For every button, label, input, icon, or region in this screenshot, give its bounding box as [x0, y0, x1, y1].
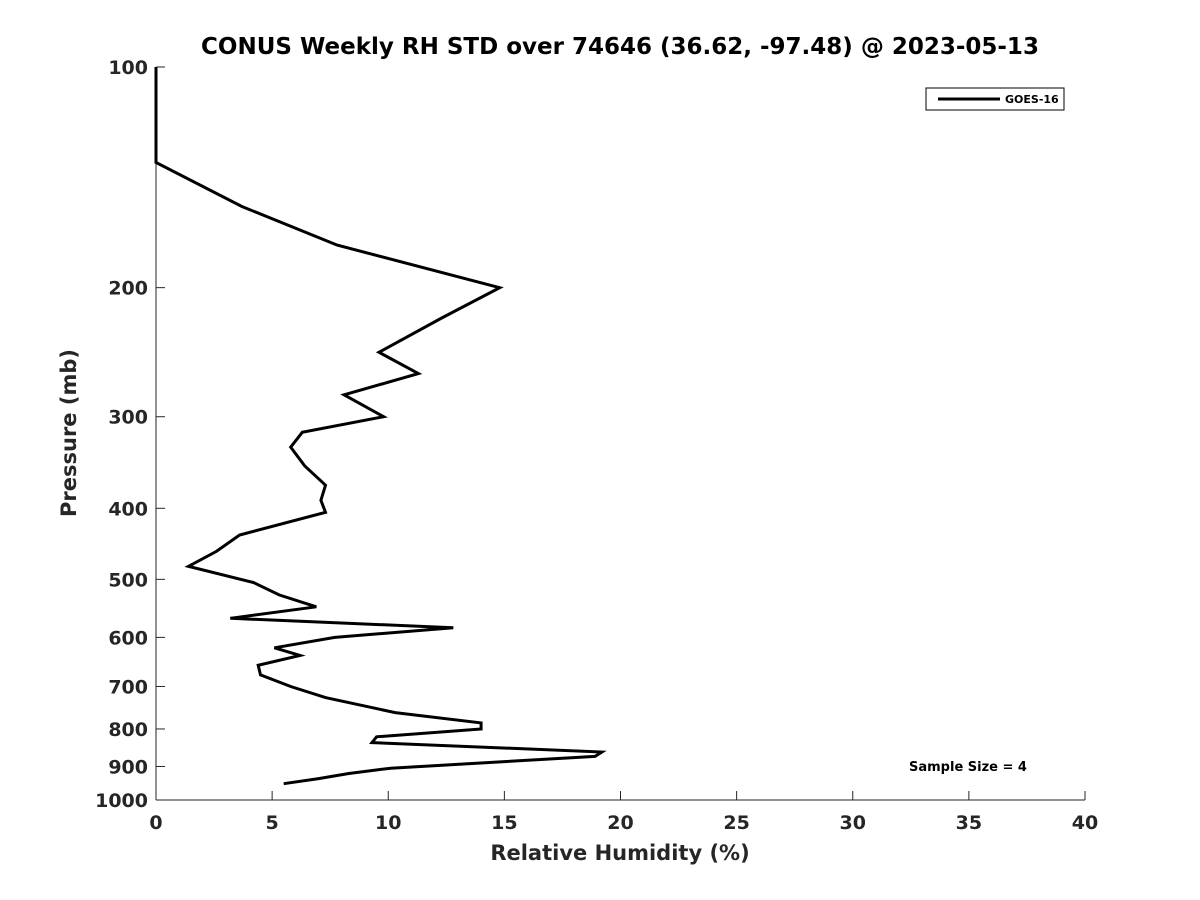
legend: GOES-16	[925, 87, 1065, 111]
y-tick-label-800: 800	[108, 719, 148, 741]
y-tick-label-1000: 1000	[95, 790, 148, 812]
axis-ticks: 0 5 10 15 20 25 30 35 40 100 200 300 400 500 600 700 800…	[95, 57, 1098, 834]
x-tick-label-20: 20	[607, 812, 633, 834]
x-tick-label-25: 25	[723, 812, 749, 834]
legend-label-goes-16: GOES-16	[1005, 93, 1059, 106]
series-line-goes-16	[154, 67, 607, 786]
x-tick-label-40: 40	[1072, 812, 1098, 834]
y-axis-label: Pressure (mb)	[57, 349, 81, 517]
x-tick-label-15: 15	[491, 812, 517, 834]
series-group	[154, 67, 607, 786]
x-tick-label-0: 0	[149, 812, 162, 834]
y-tick-label-500: 500	[108, 569, 148, 591]
y-tick-label-200: 200	[108, 278, 148, 300]
y-tick-label-300: 300	[108, 407, 148, 429]
x-tick-label-5: 5	[266, 812, 279, 834]
y-tick-label-100: 100	[108, 57, 148, 79]
y-tick-label-700: 700	[108, 676, 148, 698]
x-tick-label-30: 30	[840, 812, 866, 834]
y-tick-label-400: 400	[108, 498, 148, 520]
sample-size-annotation: Sample Size = 4	[909, 760, 1027, 775]
chart-title: CONUS Weekly RH STD over 74646 (36.62, -…	[201, 34, 1039, 60]
x-tick-label-35: 35	[956, 812, 982, 834]
axes	[155, 67, 1085, 801]
y-tick-label-600: 600	[108, 627, 148, 649]
y-tick-label-900: 900	[108, 756, 148, 778]
x-tick-label-10: 10	[375, 812, 401, 834]
x-axis-label: Relative Humidity (%)	[490, 841, 749, 865]
